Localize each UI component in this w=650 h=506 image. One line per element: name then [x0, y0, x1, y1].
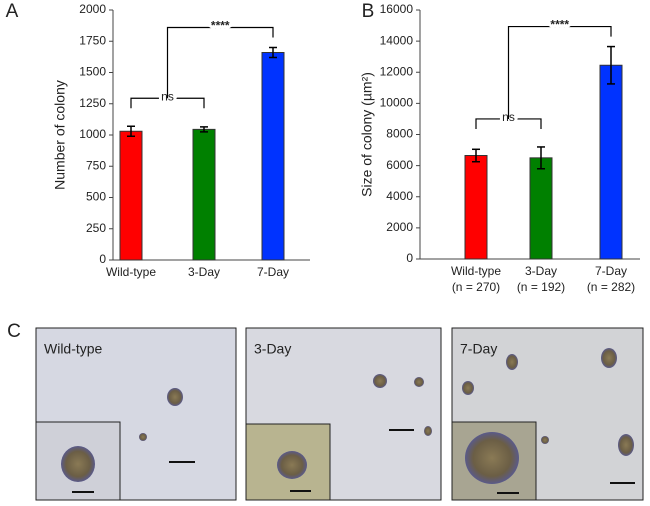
bar: [599, 64, 623, 260]
bar: [529, 157, 553, 260]
y-tick-label: 12000: [380, 64, 414, 78]
y-tick-label: 500: [86, 190, 106, 204]
y-tick-label: 0: [99, 252, 106, 266]
image-3-day: 3-Day: [245, 327, 442, 501]
bracket: [166, 26, 274, 99]
y-axis-label: Size of colony (µm²): [359, 72, 375, 197]
image-7-day: 7-Day: [451, 327, 644, 501]
y-tick-label: 4000: [386, 189, 413, 203]
y-tick-label: 750: [86, 158, 106, 172]
panel-label: C: [7, 321, 21, 342]
y-tick-label: 2000: [79, 2, 106, 16]
y-tick-label: 8000: [386, 127, 413, 141]
x-tick-label: 7-Day: [595, 264, 627, 278]
x-tick-label: 7-Day: [257, 265, 289, 279]
y-axis-label: Number of colony: [52, 80, 68, 190]
annotation: ****: [211, 19, 230, 33]
panel-label: A: [6, 1, 19, 22]
y-tick-label: 1250: [79, 96, 106, 110]
x-tick-sublabel: (n = 192): [517, 280, 565, 294]
bracket: [507, 25, 612, 119]
y-tick-label: 1500: [79, 65, 106, 79]
x-tick-label: 3-Day: [188, 265, 220, 279]
y-tick-label: 2000: [386, 220, 413, 234]
y-tick-label: 14000: [380, 33, 414, 47]
image-label: Wild-type: [44, 341, 103, 357]
x-tick-label: Wild-type: [106, 265, 156, 279]
image-label: 3-Day: [254, 341, 291, 357]
y-tick-label: 6000: [386, 158, 413, 172]
image-label: 7-Day: [460, 341, 497, 357]
y-tick-label: 1750: [79, 33, 106, 47]
x-tick-label: Wild-type: [451, 264, 501, 278]
bar: [119, 130, 143, 261]
x-tick-sublabel: (n = 270): [452, 280, 500, 294]
bar: [192, 128, 216, 261]
x-tick-sublabel: (n = 282): [587, 280, 635, 294]
bar: [261, 52, 285, 261]
bar: [464, 155, 488, 260]
panel-label: B: [362, 1, 375, 22]
y-tick-label: 0: [406, 251, 413, 265]
annotation: ****: [550, 18, 569, 32]
y-tick-label: 1000: [79, 127, 106, 141]
x-tick-label: 3-Day: [525, 264, 557, 278]
y-tick-label: 250: [86, 221, 106, 235]
y-tick-label: 10000: [380, 96, 414, 110]
image-wild-type: Wild-type: [35, 327, 237, 501]
y-tick-label: 16000: [380, 2, 414, 16]
